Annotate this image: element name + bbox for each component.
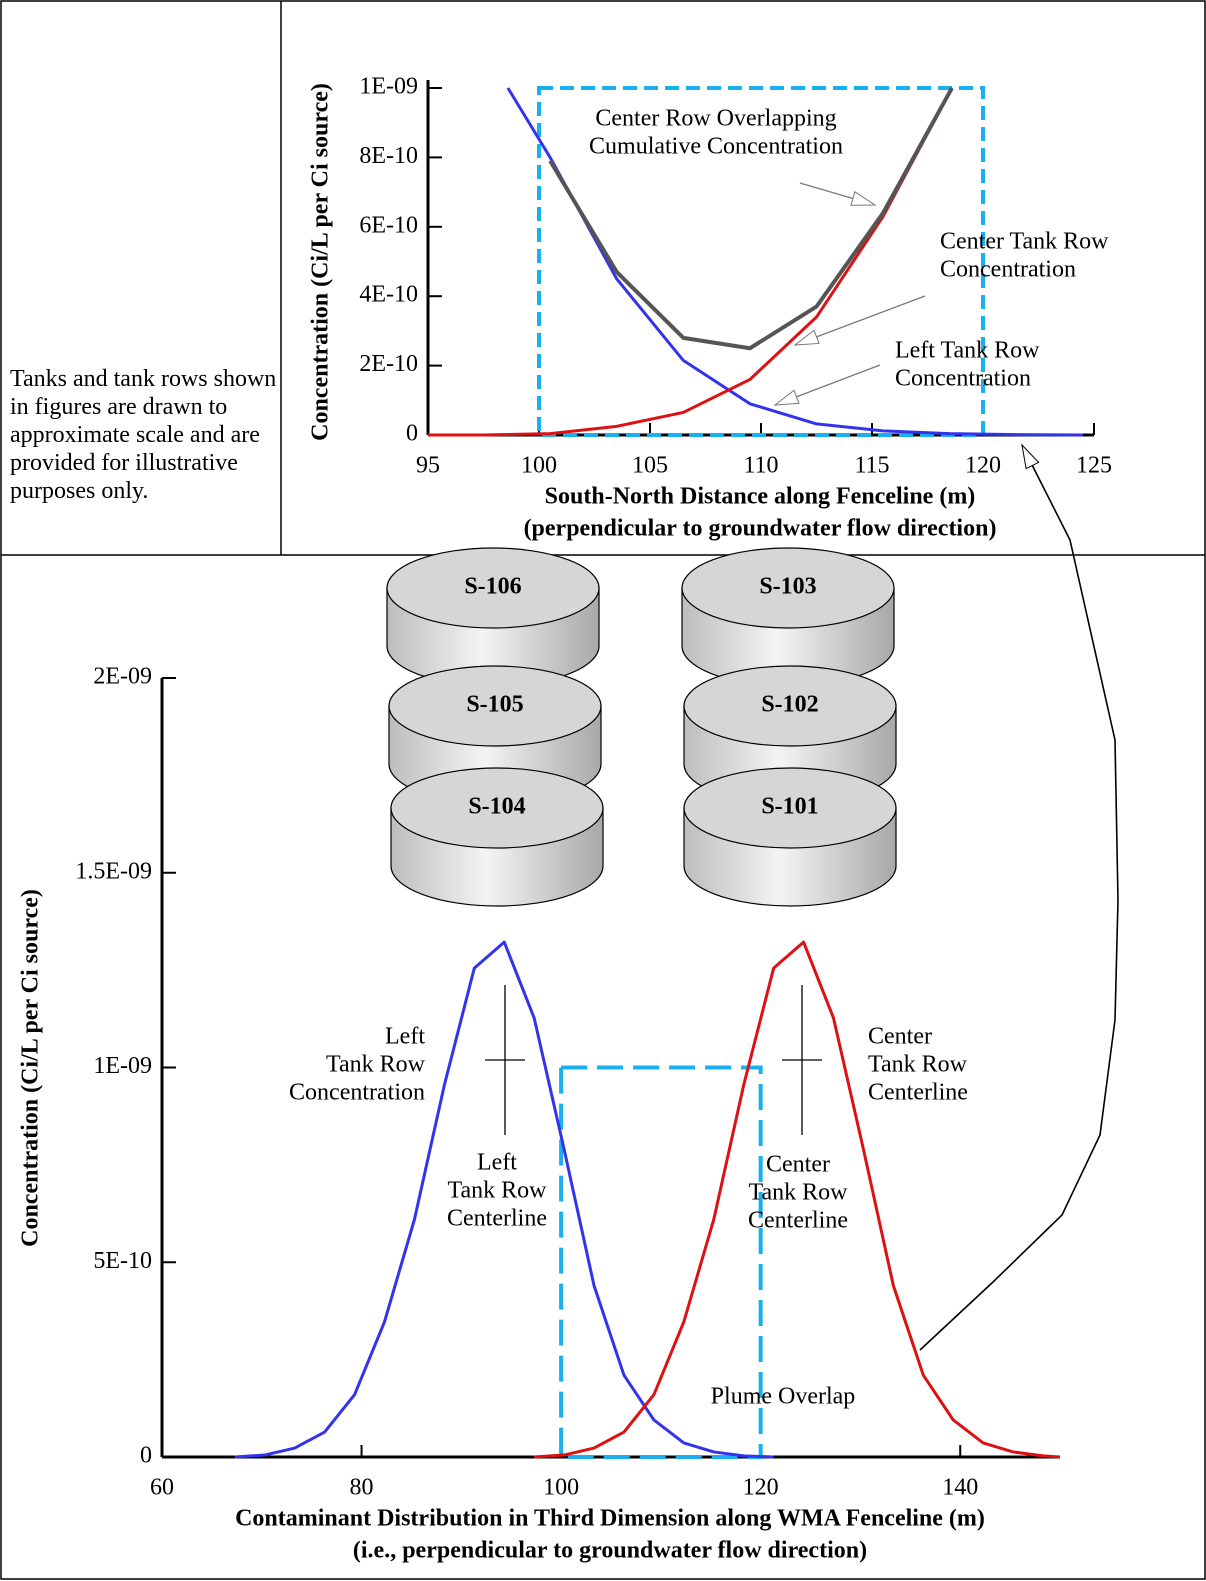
y-tick-label: 6E-10 bbox=[359, 212, 418, 238]
series-line bbox=[234, 940, 774, 1459]
y-tick-label: 2E-09 bbox=[93, 664, 152, 690]
annotation: Tank Row bbox=[326, 1052, 426, 1078]
annotation: Plume Overlap bbox=[711, 1384, 856, 1410]
annotation: Center bbox=[868, 1024, 932, 1050]
annotation-arrow bbox=[773, 364, 881, 406]
y-tick-label: 2E-10 bbox=[359, 351, 418, 377]
tank-top bbox=[388, 665, 602, 747]
annotation: Left bbox=[477, 1150, 517, 1176]
tank-label: S-105 bbox=[466, 692, 523, 718]
tanks: S-106 S-105 S-104 S-103 S-102 S-101 bbox=[386, 547, 897, 907]
y-tick-label: 0 bbox=[140, 1443, 152, 1469]
annotation: Cumulative Concentration bbox=[589, 134, 843, 160]
tank: S-106 bbox=[386, 547, 600, 687]
annotation: Center Tank Row bbox=[940, 229, 1109, 255]
y-tick-label: 1E-09 bbox=[359, 74, 418, 100]
tank: S-101 bbox=[683, 767, 897, 907]
tank: S-103 bbox=[681, 547, 895, 687]
annotation: Concentration bbox=[289, 1080, 425, 1106]
annotation: Left bbox=[385, 1024, 425, 1050]
tank-label: S-101 bbox=[761, 794, 818, 820]
tank-label: S-103 bbox=[759, 574, 816, 600]
annotation: Centerline bbox=[748, 1208, 848, 1234]
series-line bbox=[428, 87, 954, 437]
x-tick-label: 60 bbox=[150, 1475, 174, 1501]
x-tick-label: 115 bbox=[854, 453, 889, 479]
y-tick-label: 1.5E-09 bbox=[75, 858, 152, 884]
tank-top bbox=[681, 547, 895, 629]
note: Tanks and tank rows shown in figures are… bbox=[10, 366, 277, 504]
tank-label: S-104 bbox=[468, 794, 525, 820]
tank-label: S-102 bbox=[761, 692, 818, 718]
y-tick-label: 8E-10 bbox=[359, 143, 418, 169]
tank-top bbox=[386, 547, 600, 629]
tank-label: S-106 bbox=[464, 574, 521, 600]
annotation: Concentration bbox=[895, 366, 1031, 392]
x-axis-label: (i.e., perpendicular to groundwater flow… bbox=[353, 1538, 867, 1564]
annotation: Tank Row bbox=[448, 1178, 548, 1204]
series-line bbox=[548, 87, 954, 351]
annotation: Centerline bbox=[868, 1080, 968, 1106]
x-tick-label: 120 bbox=[743, 1475, 779, 1501]
annotation: Center Row Overlapping bbox=[595, 106, 836, 132]
x-tick-label: 120 bbox=[965, 453, 1001, 479]
tank-top bbox=[683, 767, 897, 849]
annotation-arrow bbox=[793, 295, 926, 346]
highlight-box bbox=[559, 1065, 763, 1459]
y-tick-label: 1E-09 bbox=[93, 1053, 152, 1079]
tank-top bbox=[683, 665, 897, 747]
highlight-box bbox=[537, 86, 985, 437]
centerline-markers bbox=[485, 985, 822, 1135]
annotation: Tank Row bbox=[868, 1052, 968, 1078]
x-tick-label: 100 bbox=[543, 1475, 579, 1501]
x-axis-label: South-North Distance along Fenceline (m) bbox=[545, 484, 976, 510]
x-tick-label: 125 bbox=[1076, 453, 1112, 479]
x-tick-label: 80 bbox=[350, 1475, 374, 1501]
y-axis-label: Concentration (Ci/L per Ci source) bbox=[308, 83, 334, 441]
tank-top bbox=[390, 767, 604, 849]
annotation-arrow bbox=[799, 182, 877, 206]
x-tick-label: 140 bbox=[942, 1475, 978, 1501]
x-tick-label: 100 bbox=[521, 453, 557, 479]
x-tick-label: 105 bbox=[632, 453, 668, 479]
series-line bbox=[534, 940, 1061, 1459]
x-axis-label: Contaminant Distribution in Third Dimens… bbox=[235, 1506, 985, 1532]
x-tick-label: 95 bbox=[416, 453, 440, 479]
annotation: Concentration bbox=[940, 257, 1076, 283]
annotation: Tank Row bbox=[749, 1180, 849, 1206]
tank: S-104 bbox=[390, 767, 604, 907]
annotation: Centerline bbox=[447, 1206, 547, 1232]
y-tick-label: 4E-10 bbox=[359, 282, 418, 308]
x-tick-label: 110 bbox=[743, 453, 778, 479]
y-tick-label: 5E-10 bbox=[93, 1248, 152, 1274]
y-axis-label: Concentration (Ci/L per Ci source) bbox=[18, 889, 44, 1247]
y-tick-label: 0 bbox=[406, 421, 418, 447]
annotation: Center bbox=[766, 1152, 830, 1178]
annotation: Left Tank Row bbox=[895, 338, 1040, 364]
x-axis-label: (perpendicular to groundwater flow direc… bbox=[524, 516, 997, 542]
callout-arrow bbox=[919, 443, 1119, 1351]
